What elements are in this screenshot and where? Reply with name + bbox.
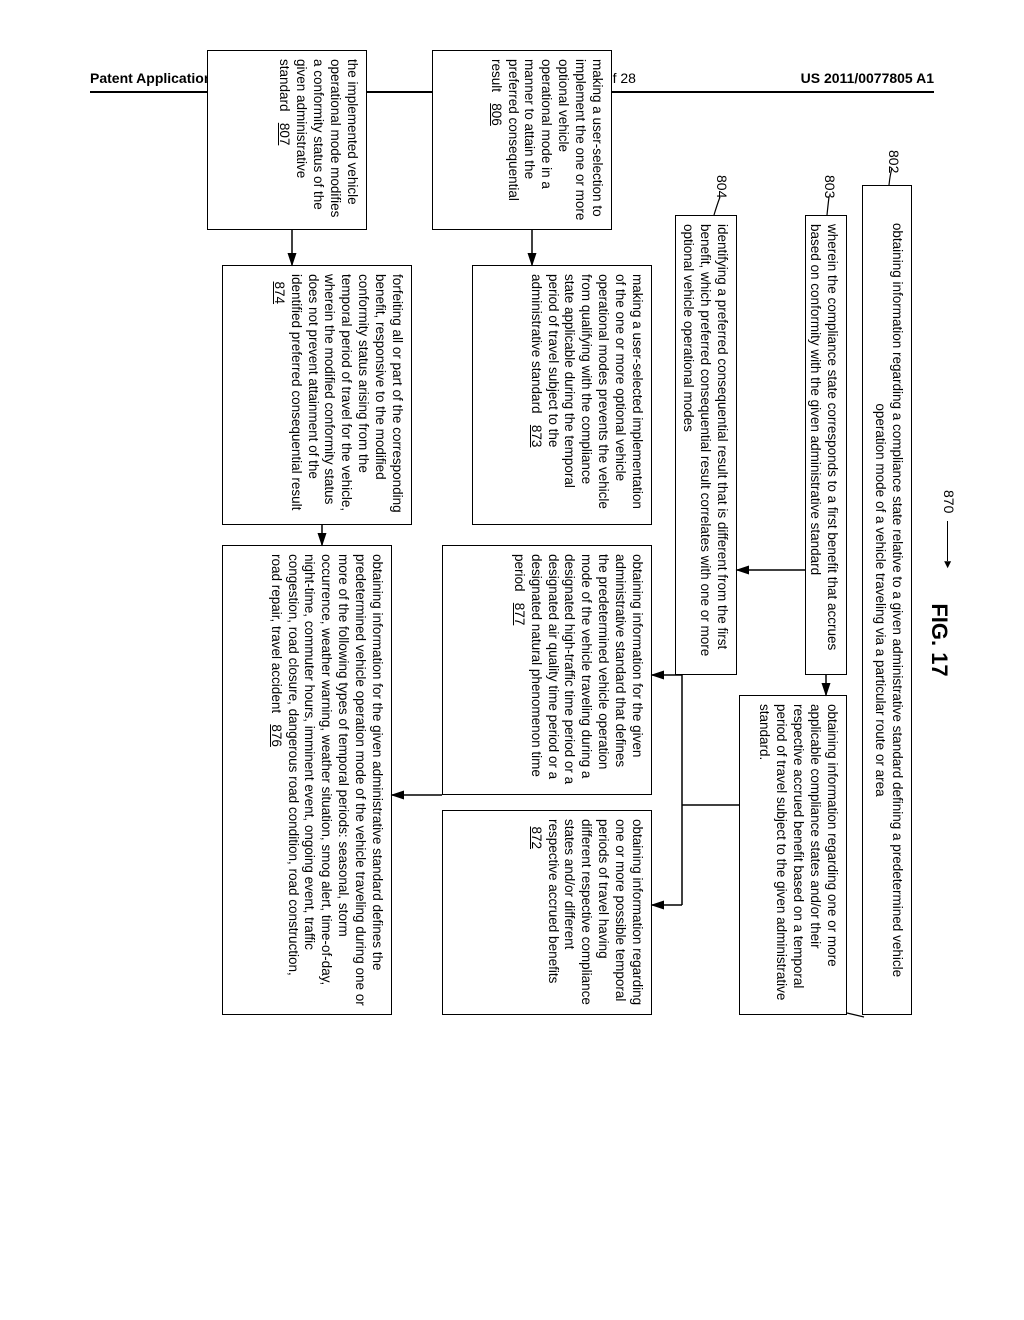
- box-876-text: obtaining information for the given admi…: [269, 554, 385, 1006]
- box-872-text: obtaining information regarding one or m…: [546, 819, 645, 1005]
- ref-806: 806: [489, 103, 504, 126]
- box-804-text: identifying a preferred consequential re…: [681, 224, 730, 656]
- box-803-text: wherein the compliance state corresponds…: [808, 224, 840, 650]
- box-803: wherein the compliance state corresponds…: [805, 215, 847, 675]
- box-877: obtaining information for the given admi…: [442, 545, 652, 795]
- box-873-text: making a user-selected implementation of…: [529, 274, 645, 509]
- box-804: identifying a preferred consequential re…: [675, 215, 737, 675]
- box-807: the implemented vehicle operational mode…: [207, 50, 367, 230]
- box-802-text: obtaining information regarding a compli…: [873, 223, 905, 977]
- ref-870: 870 ▸: [940, 490, 957, 568]
- ref-876: 876: [269, 724, 284, 747]
- figure-title: FIG. 17: [926, 115, 952, 1165]
- ref-807: 807: [278, 123, 293, 146]
- box-876: obtaining information for the given admi…: [222, 545, 392, 1015]
- ref-802: 802: [886, 150, 902, 173]
- box-871: obtaining information regarding one or m…: [739, 695, 847, 1015]
- ref-872: 872: [529, 827, 544, 850]
- box-806-text: making a user-selection to implement the…: [489, 59, 605, 220]
- box-872: obtaining information regarding one or m…: [442, 810, 652, 1015]
- box-874: forfeiting all or part of the correspond…: [222, 265, 412, 525]
- figure-diagram: FIG. 17 870 ▸ 802 803 871 804 obtaining …: [112, 35, 912, 1085]
- box-802: obtaining information regarding a compli…: [862, 185, 912, 1015]
- box-877-text: obtaining information for the given admi…: [512, 554, 645, 784]
- box-873: making a user-selected implementation of…: [472, 265, 652, 525]
- box-871-text: obtaining information regarding one or m…: [758, 704, 841, 1000]
- box-874-text: forfeiting all or part of the correspond…: [289, 274, 405, 513]
- box-806: making a user-selection to implement the…: [432, 50, 612, 230]
- ref-873: 873: [529, 425, 544, 448]
- ref-803: 803: [822, 175, 838, 198]
- ref-874: 874: [272, 282, 287, 305]
- ref-877: 877: [512, 603, 527, 626]
- ref-804: 804: [714, 175, 730, 198]
